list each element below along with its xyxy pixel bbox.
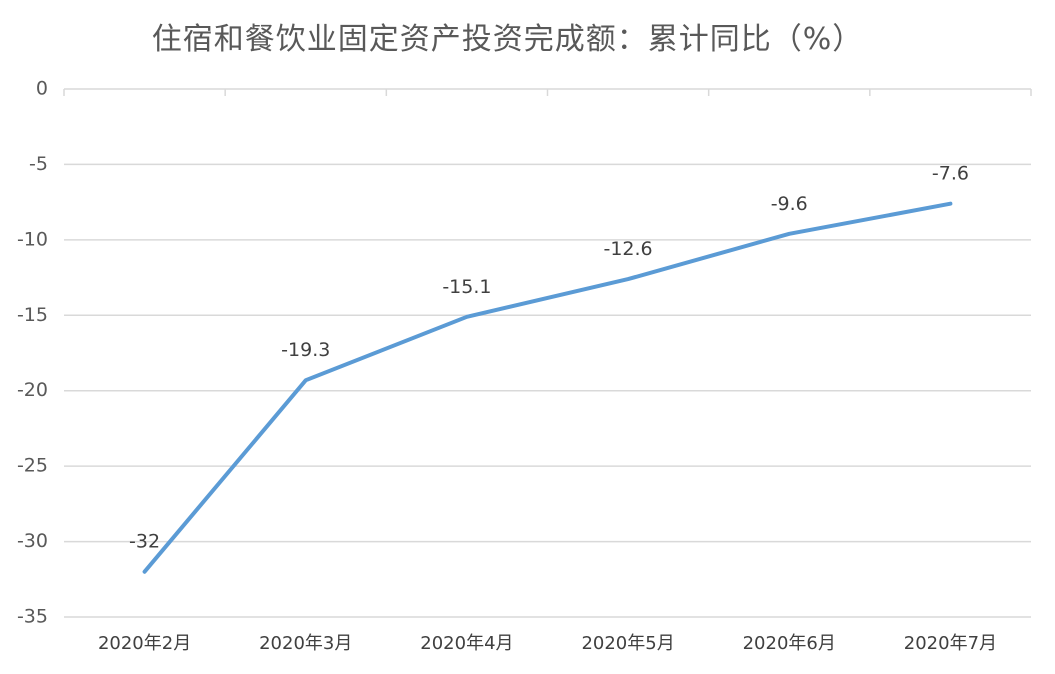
y-tick-label: -10 [17,228,48,250]
y-tick-label: -5 [29,153,48,175]
data-label: -32 [129,531,160,553]
gridlines [64,163,1031,618]
chart-title: 住宿和餐饮业固定资产投资完成额：累计同比（%） [151,22,864,57]
data-label: -19.3 [281,339,330,361]
x-tick-label: 2020年4月 [420,633,513,654]
y-tick-label: -30 [17,530,48,552]
x-tick-label: 2020年6月 [743,633,836,654]
category-axis [63,88,1032,96]
y-tick-label: -20 [17,379,48,401]
x-tick-label: 2020年2月 [98,633,191,654]
y-tick-label: 0 [36,78,48,100]
y-axis-tick-labels: 0 -5 -10 -15 -20 -25 -30 -35 [17,78,48,628]
data-label: -12.6 [603,238,652,260]
x-tick-label: 2020年5月 [581,633,674,654]
y-tick-label: -15 [17,304,48,326]
x-tick-label: 2020年3月 [259,633,352,654]
series-lines [142,201,953,574]
data-label: -9.6 [771,193,808,215]
y-tick-label: -25 [17,455,48,477]
x-axis-tick-labels: 2020年2月 2020年3月 2020年4月 2020年5月 2020年6月 2020年… [98,633,997,654]
series-line [142,201,953,574]
data-label: -15.1 [442,276,491,298]
data-label: -7.6 [932,163,969,185]
y-tick-label: -35 [17,606,48,628]
x-tick-label: 2020年7月 [904,633,997,654]
data-labels: -32 -19.3 -15.1 -12.6 -9.6 -7.6 [129,163,969,553]
